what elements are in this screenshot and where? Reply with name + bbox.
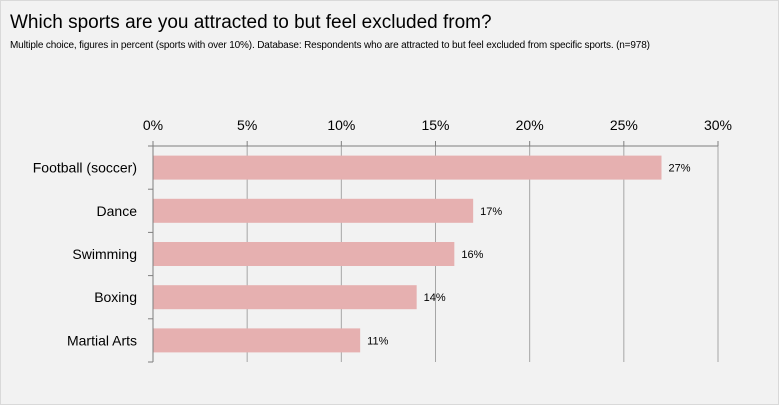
chart-title: Which sports are you attracted to but fe… <box>10 12 492 33</box>
chart-subtitle: Multiple choice, figures in percent (spo… <box>10 40 650 51</box>
x-tick-label: 15% <box>421 117 449 133</box>
category-label: Swimming <box>72 246 137 262</box>
x-tick-label: 10% <box>327 117 355 133</box>
x-tick-label: 5% <box>237 117 257 133</box>
data-label: 14% <box>424 292 446 304</box>
category-label: Martial Arts <box>67 332 137 348</box>
bar <box>153 328 361 353</box>
data-label: 11% <box>367 335 388 347</box>
bar <box>153 242 455 266</box>
bar <box>153 285 417 310</box>
x-tick-label: 30% <box>704 117 732 133</box>
x-tick-label: 25% <box>610 117 638 133</box>
x-tick-label: 0% <box>143 117 163 133</box>
category-label: Football (soccer) <box>33 160 137 176</box>
data-label: 27% <box>669 163 691 175</box>
data-label: 16% <box>461 249 483 261</box>
data-label: 17% <box>480 206 502 218</box>
bar <box>153 198 474 223</box>
category-label: Dance <box>97 203 138 219</box>
category-label: Boxing <box>94 289 137 305</box>
x-tick-label: 20% <box>516 117 544 133</box>
bar <box>153 155 662 180</box>
